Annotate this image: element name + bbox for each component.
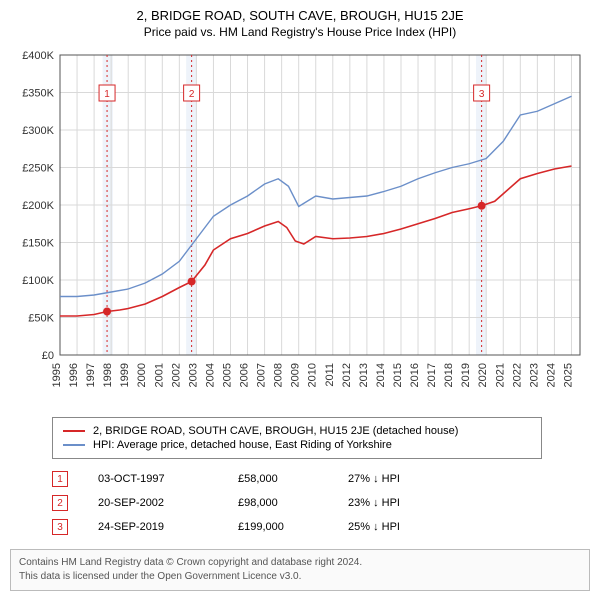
transaction-date: 20-SEP-2002 [98, 497, 208, 509]
svg-text:2007: 2007 [256, 363, 268, 387]
svg-text:2000: 2000 [136, 363, 148, 387]
chart-title-line2: Price paid vs. HM Land Registry's House … [10, 25, 590, 39]
svg-text:2014: 2014 [375, 363, 387, 387]
svg-text:2011: 2011 [324, 363, 336, 387]
svg-text:2021: 2021 [494, 363, 506, 387]
svg-text:1999: 1999 [119, 363, 131, 387]
svg-text:2016: 2016 [409, 363, 421, 387]
svg-text:2018: 2018 [443, 363, 455, 387]
svg-text:2006: 2006 [239, 363, 251, 387]
chart-title-line1: 2, BRIDGE ROAD, SOUTH CAVE, BROUGH, HU15… [10, 8, 590, 23]
svg-text:£400K: £400K [22, 50, 54, 62]
transaction-delta: 23% ↓ HPI [348, 497, 448, 509]
svg-text:2017: 2017 [426, 363, 438, 387]
svg-text:£250K: £250K [22, 163, 54, 175]
svg-text:2023: 2023 [528, 363, 540, 387]
transaction-delta: 25% ↓ HPI [348, 521, 448, 533]
footnote: Contains HM Land Registry data © Crown c… [10, 549, 590, 591]
svg-text:£50K: £50K [28, 313, 54, 325]
svg-text:1: 1 [104, 89, 110, 100]
line-chart: £0 £50K £100K £150K £200K £250K £300K £350K £400… [10, 47, 590, 407]
svg-text:3: 3 [479, 89, 485, 100]
transaction-price: £98,000 [238, 497, 318, 509]
legend-swatch [63, 430, 85, 432]
legend-swatch [63, 444, 85, 446]
svg-text:£100K: £100K [22, 275, 54, 287]
svg-text:1998: 1998 [102, 363, 114, 387]
svg-text:2015: 2015 [392, 363, 404, 387]
svg-text:1997: 1997 [85, 363, 97, 387]
transaction-date: 03-OCT-1997 [98, 473, 208, 485]
footnote-line: Contains HM Land Registry data © Crown c… [19, 556, 581, 570]
svg-text:£350K: £350K [22, 88, 54, 100]
legend-item: 2, BRIDGE ROAD, SOUTH CAVE, BROUGH, HU15… [63, 424, 531, 438]
transaction-badge: 1 [52, 471, 68, 487]
svg-text:£0: £0 [42, 350, 54, 362]
svg-text:2024: 2024 [545, 363, 557, 387]
svg-text:2003: 2003 [187, 363, 199, 387]
chart-area: £0 £50K £100K £150K £200K £250K £300K £350K £400… [10, 47, 590, 407]
svg-text:£200K: £200K [22, 200, 54, 212]
transaction-price: £199,000 [238, 521, 318, 533]
legend-label: 2, BRIDGE ROAD, SOUTH CAVE, BROUGH, HU15… [93, 425, 458, 437]
svg-text:2008: 2008 [273, 363, 285, 387]
svg-text:2001: 2001 [153, 363, 165, 387]
svg-text:2012: 2012 [341, 363, 353, 387]
svg-text:2010: 2010 [307, 363, 319, 387]
svg-text:£300K: £300K [22, 125, 54, 137]
svg-text:1996: 1996 [68, 363, 80, 387]
transaction-date: 24-SEP-2019 [98, 521, 208, 533]
transaction-delta: 27% ↓ HPI [348, 473, 448, 485]
svg-text:2013: 2013 [358, 363, 370, 387]
svg-text:2019: 2019 [460, 363, 472, 387]
legend-label: HPI: Average price, detached house, East… [93, 439, 392, 451]
footnote-line: This data is licensed under the Open Gov… [19, 570, 581, 584]
svg-text:2009: 2009 [290, 363, 302, 387]
svg-text:1995: 1995 [51, 363, 63, 387]
transaction-badge: 2 [52, 495, 68, 511]
svg-text:2022: 2022 [511, 363, 523, 387]
svg-text:2: 2 [189, 89, 195, 100]
transaction-price: £58,000 [238, 473, 318, 485]
transaction-row: 2 20-SEP-2002 £98,000 23% ↓ HPI [52, 491, 590, 515]
svg-text:2004: 2004 [204, 363, 216, 387]
svg-text:2020: 2020 [477, 363, 489, 387]
legend: 2, BRIDGE ROAD, SOUTH CAVE, BROUGH, HU15… [52, 417, 542, 459]
svg-text:2025: 2025 [562, 363, 574, 387]
transaction-row: 3 24-SEP-2019 £199,000 25% ↓ HPI [52, 515, 590, 539]
transactions-table: 1 03-OCT-1997 £58,000 27% ↓ HPI 2 20-SEP… [52, 467, 590, 539]
transaction-badge: 3 [52, 519, 68, 535]
svg-text:2002: 2002 [170, 363, 182, 387]
legend-item: HPI: Average price, detached house, East… [63, 438, 531, 452]
transaction-row: 1 03-OCT-1997 £58,000 27% ↓ HPI [52, 467, 590, 491]
svg-text:2005: 2005 [221, 363, 233, 387]
svg-text:£150K: £150K [22, 238, 54, 250]
